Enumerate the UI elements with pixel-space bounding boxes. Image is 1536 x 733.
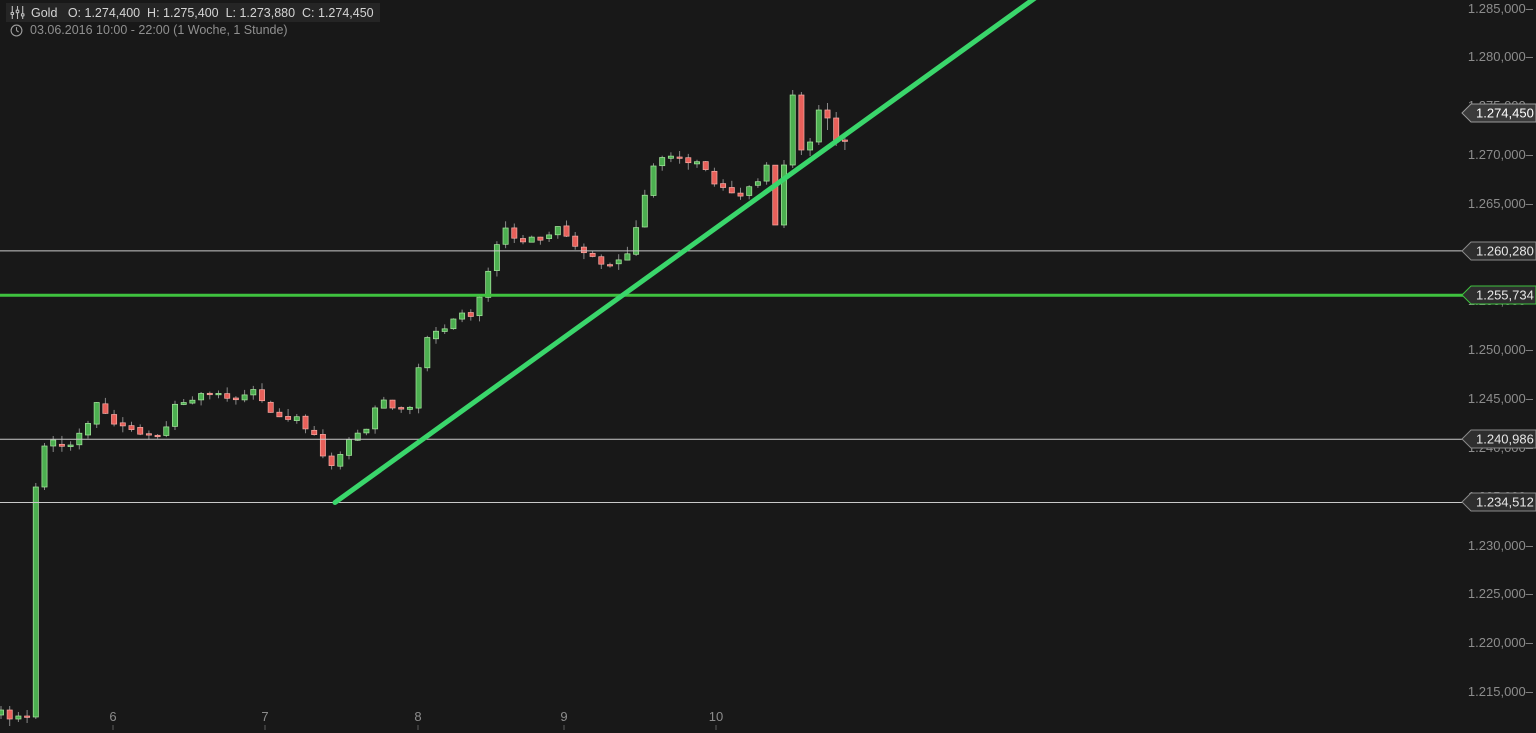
svg-text:1.234,512: 1.234,512 xyxy=(1476,495,1534,510)
svg-text:1.260,280: 1.260,280 xyxy=(1476,243,1534,258)
svg-text:1.255,734: 1.255,734 xyxy=(1476,288,1534,303)
svg-text:1.240,986: 1.240,986 xyxy=(1476,432,1534,447)
svg-text:1.274,450: 1.274,450 xyxy=(1476,105,1534,120)
